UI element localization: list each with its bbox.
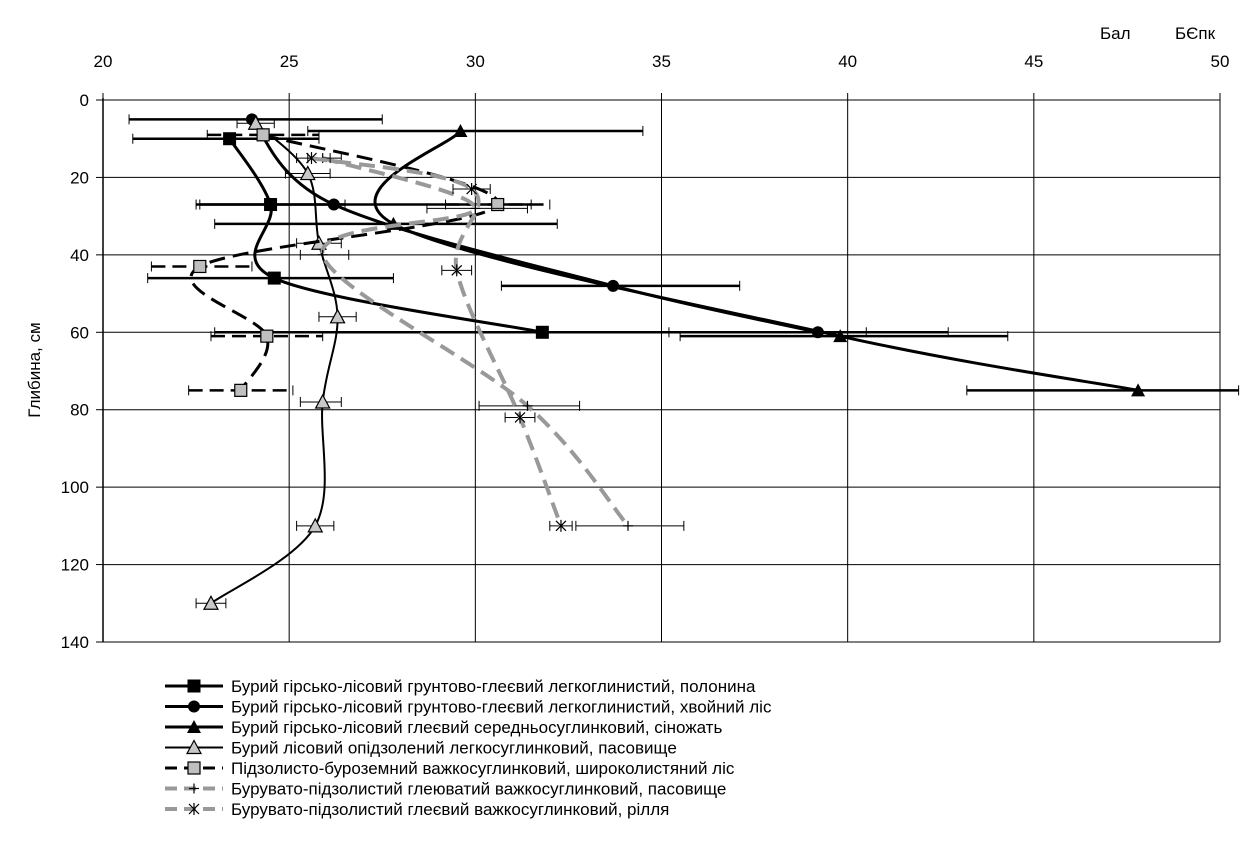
x-ticks: 20 25 30 35 40 45 50 — [94, 52, 1230, 71]
legend-label: Бурий гірсько-лісовий грунтово-глеєвий л… — [231, 698, 772, 717]
series-4 — [195, 114, 357, 610]
y-ticks: 0 20 40 60 80 100 120 140 — [61, 91, 89, 652]
series-line — [373, 129, 1139, 392]
x-tick-label: 25 — [280, 52, 299, 71]
marker-triangle — [453, 123, 468, 137]
legend-label: Підзолисто-буроземний важкосуглинковий, … — [231, 759, 735, 778]
marker-triangle-open — [314, 393, 331, 409]
y-tick-label: 60 — [70, 323, 89, 342]
marker-square-gray — [234, 383, 248, 397]
x-tick-label: 20 — [94, 52, 113, 71]
y-tick-label: 120 — [61, 556, 89, 575]
x-tick-label: 35 — [652, 52, 671, 71]
y-tick-label: 140 — [61, 633, 89, 652]
legend-label: Бурувато-підзолистий глеюватий важкосугл… — [231, 780, 726, 799]
series-line — [320, 156, 630, 528]
marker-square-gray — [256, 128, 270, 142]
marker-square-gray — [260, 329, 274, 343]
series-3 — [214, 123, 1240, 397]
legend-label: Бурувато-підзолистий глеєвий важкосуглин… — [231, 800, 669, 819]
legend-item-7: Бурувато-підзолистий глеєвий важкосуглин… — [165, 800, 669, 819]
marker-triangle-open — [202, 595, 219, 610]
legend-item-3: Бурий гірсько-лісовий глеєвий середньосу… — [165, 718, 722, 737]
legend-label: Бурий гірсько-лісовий глеєвий середньосу… — [231, 718, 722, 737]
marker-triangle-open — [329, 308, 346, 324]
series-1 — [132, 132, 867, 339]
y-tick-label: 40 — [70, 246, 89, 265]
y-tick-label: 0 — [80, 91, 89, 110]
marker-triangle-open — [299, 165, 316, 181]
marker-triangle — [833, 329, 848, 343]
series-line — [228, 137, 543, 334]
x-tick-label: 50 — [1211, 52, 1230, 71]
x-tick-label: 40 — [838, 52, 857, 71]
y-tick-label: 80 — [70, 401, 89, 420]
x-tick-label: 45 — [1024, 52, 1043, 71]
series-line — [189, 133, 500, 392]
legend-item-2: Бурий гірсько-лісовий грунтово-глеєвий л… — [165, 698, 772, 717]
legend-item-6: Бурувато-підзолистий глеюватий важкосугл… — [165, 780, 726, 799]
marker-square — [535, 325, 549, 339]
grid — [96, 93, 1221, 643]
marker-square — [187, 679, 201, 693]
series-5 — [150, 128, 551, 397]
legend-label: Бурий гірсько-лісовий грунтово-глеєвий л… — [231, 677, 756, 696]
marker-triangle — [1131, 383, 1146, 397]
marker-square-gray — [193, 259, 207, 274]
marker-square-gray — [187, 761, 201, 775]
marker-triangle-open — [307, 517, 324, 533]
marker-triangle — [187, 720, 201, 733]
y-axis-title: Глибина, см — [25, 322, 44, 417]
legend: Бурий гірсько-лісовий грунтово-глеєвий л… — [165, 677, 772, 819]
legend-item-5: Підзолисто-буроземний важкосуглинковий, … — [165, 759, 735, 778]
marker-circle — [327, 198, 340, 211]
marker-square — [267, 271, 281, 285]
x-unit-label: Бал — [1100, 24, 1131, 43]
x-tick-label: 30 — [466, 52, 485, 71]
series-line — [311, 156, 563, 527]
series-group — [128, 113, 1240, 610]
y-tick-label: 20 — [70, 168, 89, 187]
x-name-label: БЄпк — [1175, 24, 1216, 43]
legend-item-1: Бурий гірсько-лісовий грунтово-глеєвий л… — [165, 677, 756, 696]
legend-label: Бурий лісовий опідзолений легкосуглинков… — [231, 739, 677, 758]
marker-triangle-open — [185, 739, 203, 755]
legend-item-4: Бурий лісовий опідзолений легкосуглинков… — [165, 739, 677, 758]
marker-circle — [188, 700, 200, 713]
series-7 — [296, 152, 573, 532]
marker-square-gray — [491, 197, 505, 212]
marker-triangle-open — [247, 114, 264, 130]
y-tick-label: 100 — [61, 478, 89, 497]
series-2 — [128, 113, 949, 339]
